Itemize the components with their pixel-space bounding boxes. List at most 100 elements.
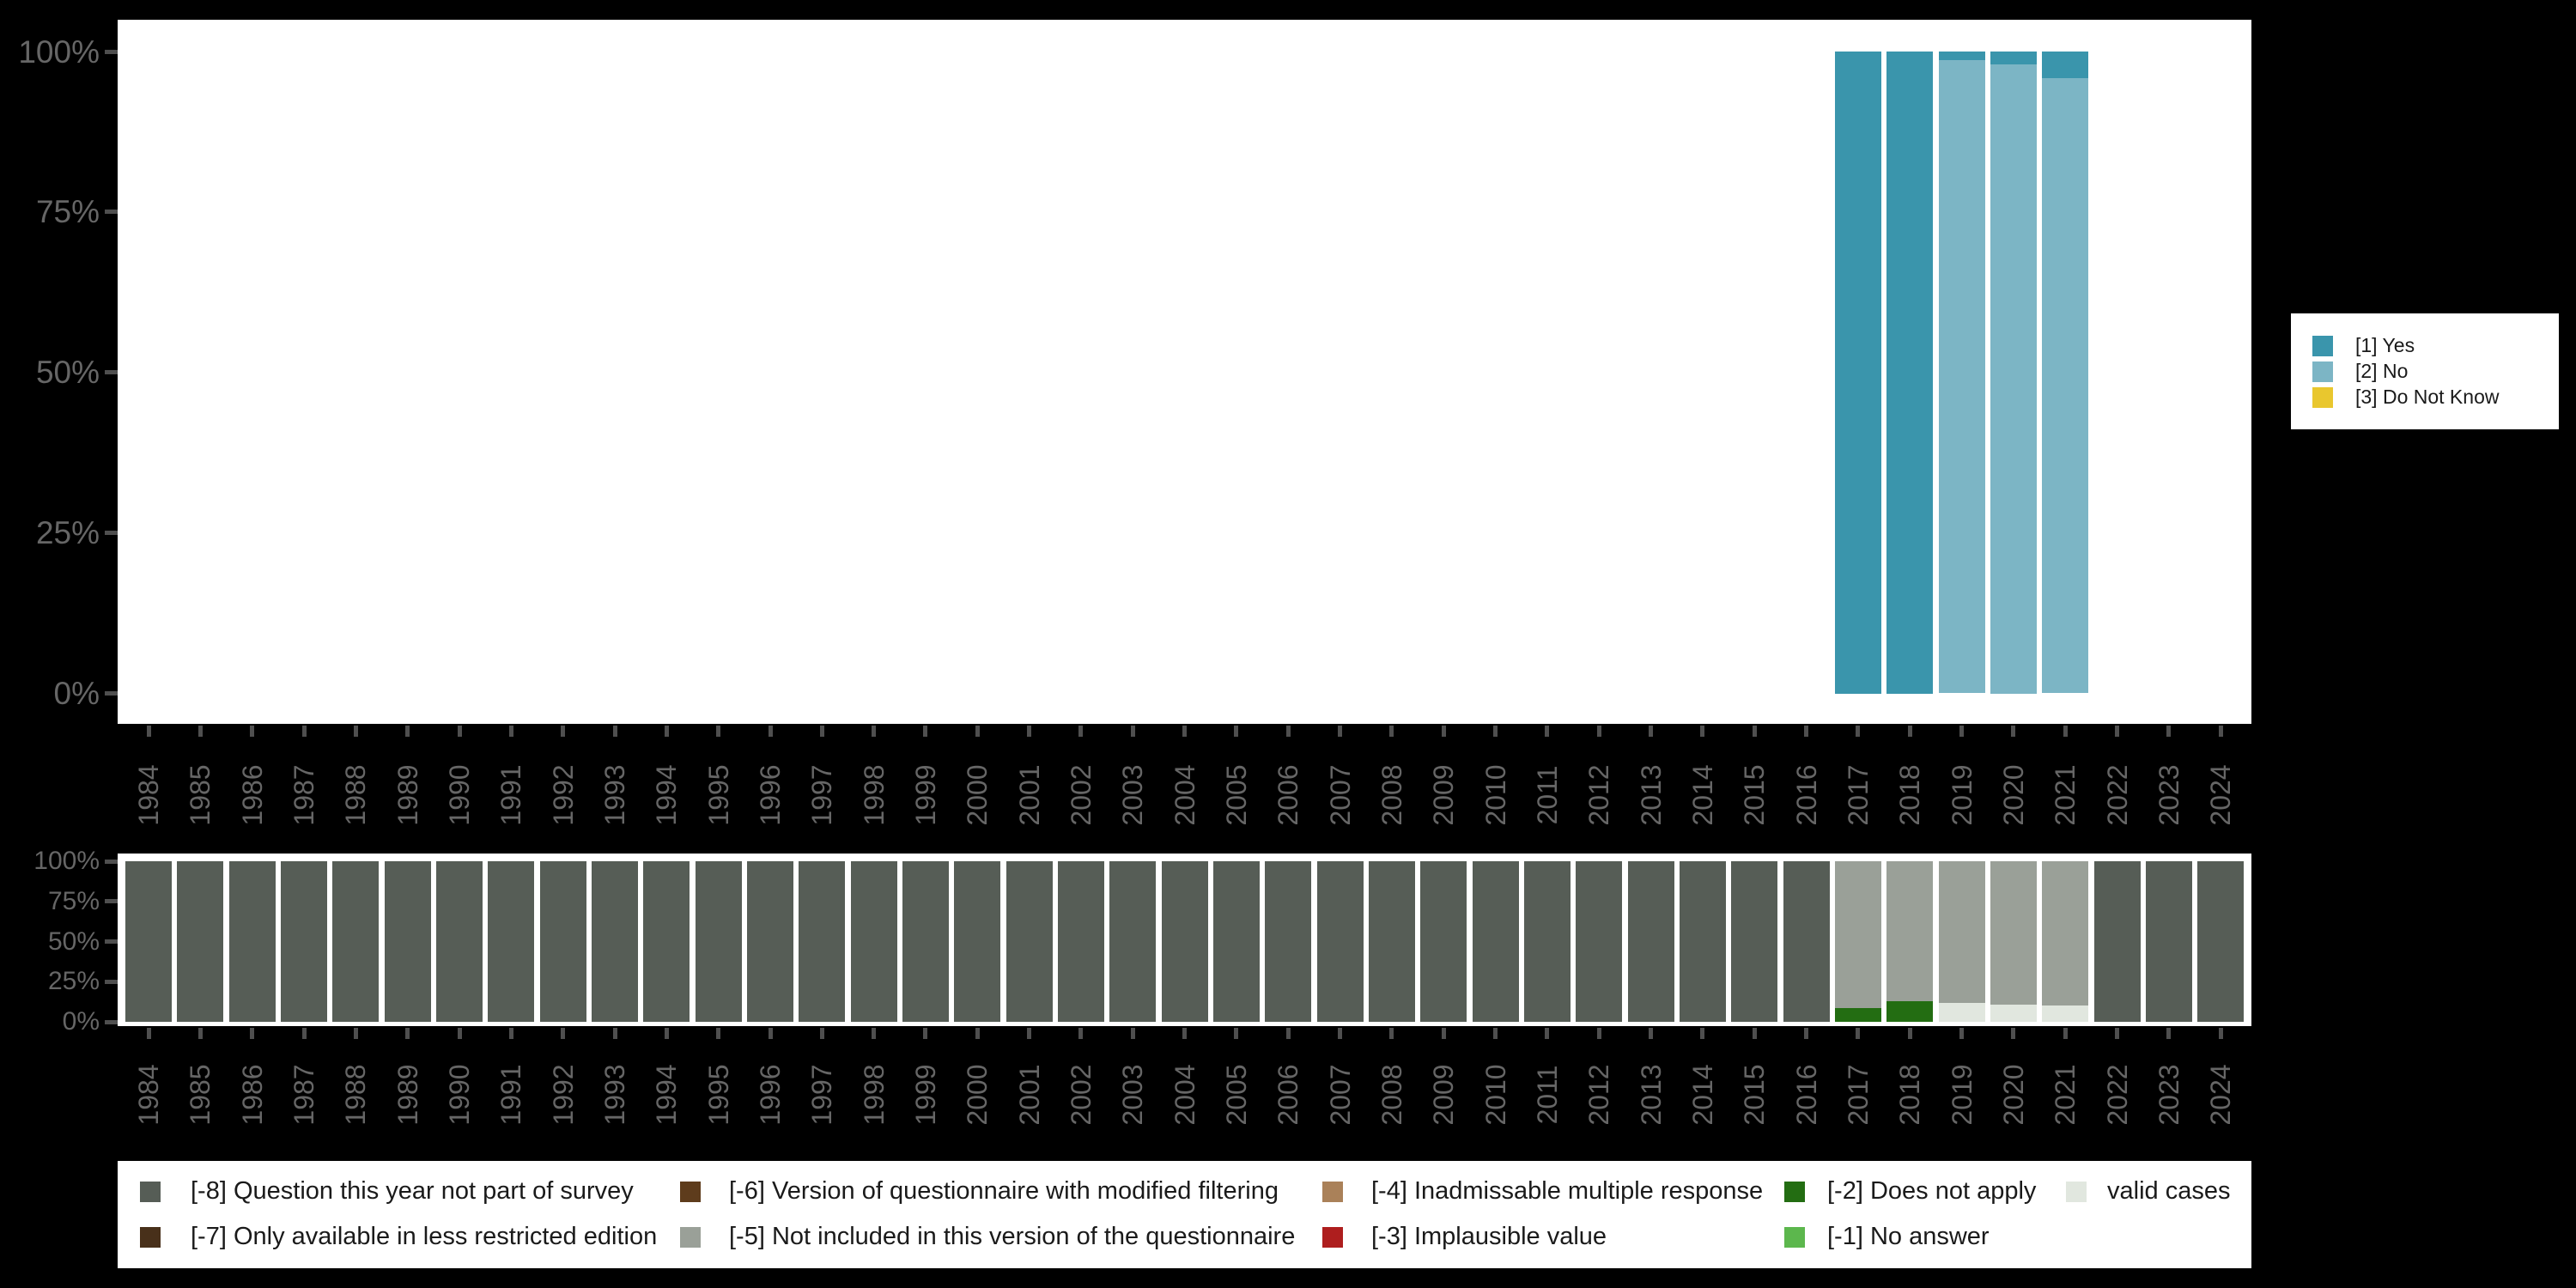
x-tick <box>716 726 721 737</box>
x-tick-label: 2000 <box>962 1064 993 1126</box>
x-tick-label: 1993 <box>599 764 630 826</box>
x-tick <box>405 1028 410 1039</box>
bar-segment-2018-1-yes <box>1886 52 1934 694</box>
x-tick <box>508 726 513 737</box>
legend-label-2-no: [2] No <box>2355 360 2409 382</box>
x-tick-label: 2016 <box>1790 764 1822 826</box>
bar-segment-2014-8-question-this-year-not-part-of-survey <box>1679 861 1726 1022</box>
x-tick <box>1596 1028 1601 1039</box>
bar-segment-2003-8-question-this-year-not-part-of-survey <box>1109 861 1157 1022</box>
x-tick-label: 2021 <box>2050 1064 2081 1126</box>
x-tick <box>1545 1028 1550 1039</box>
bar-segment-1987-8-question-this-year-not-part-of-survey <box>281 861 327 1022</box>
x-tick-label: 1986 <box>236 764 268 826</box>
x-tick <box>768 1028 773 1039</box>
x-tick <box>872 726 877 737</box>
bar-segment-2019-1-yes <box>1938 52 1985 60</box>
bar-segment-2017-5-not-included-in-this-version-of-the-questionnaire <box>1834 861 1881 1009</box>
y-tick-label: 50% <box>35 355 100 391</box>
x-tick-label: 2018 <box>1894 764 1926 826</box>
bar-segment-2010-8-question-this-year-not-part-of-survey <box>1472 861 1519 1022</box>
bar-segment-2008-8-question-this-year-not-part-of-survey <box>1368 861 1415 1022</box>
x-tick-label: 2013 <box>1635 764 1667 826</box>
x-tick-label: 2021 <box>2050 764 2081 826</box>
x-tick-label: 1984 <box>133 764 164 826</box>
x-tick <box>1907 1028 1912 1039</box>
x-tick <box>2115 726 2119 737</box>
x-tick-label: 1986 <box>236 1064 268 1126</box>
x-tick <box>1959 726 1964 737</box>
x-tick-label: 2024 <box>2205 1064 2237 1126</box>
x-tick <box>197 726 203 737</box>
x-tick <box>975 726 980 737</box>
bar-segment-2022-8-question-this-year-not-part-of-survey <box>2093 861 2141 1022</box>
x-tick-label: 2001 <box>1013 764 1045 826</box>
bar-segment-2020-valid-cases <box>1990 1005 2037 1022</box>
x-tick-label: 2023 <box>2153 764 2184 826</box>
x-tick <box>2063 1028 2068 1039</box>
bar-segment-2013-8-question-this-year-not-part-of-survey <box>1627 861 1674 1022</box>
x-tick <box>1649 1028 1654 1039</box>
legend-swatch-8-question-this-year-not-part-of-survey <box>140 1181 161 1202</box>
x-tick <box>2218 1028 2223 1039</box>
x-tick-label: 2014 <box>1686 764 1718 826</box>
x-tick-label: 2018 <box>1894 1064 1926 1126</box>
x-tick <box>457 726 462 737</box>
x-tick <box>1389 1028 1394 1039</box>
legend-swatch-7-only-available-in-less-restricted-edition <box>140 1226 161 1248</box>
x-tick-label: 2007 <box>1324 1064 1356 1126</box>
x-tick-label: 2010 <box>1479 764 1511 826</box>
y-tick <box>105 370 118 375</box>
bar-segment-2020-2-no <box>1990 64 2037 694</box>
y-tick <box>105 49 118 54</box>
bar-segment-2000-8-question-this-year-not-part-of-survey <box>954 861 1001 1022</box>
bar-segment-2007-8-question-this-year-not-part-of-survey <box>1316 861 1364 1022</box>
x-tick-label: 1990 <box>444 1064 475 1126</box>
x-tick-label: 1989 <box>392 1064 423 1126</box>
x-tick <box>1700 726 1705 737</box>
x-tick-label: 1994 <box>651 764 683 826</box>
x-tick-label: 2006 <box>1273 1064 1304 1126</box>
x-tick <box>1285 726 1291 737</box>
x-tick <box>1182 1028 1188 1039</box>
x-tick <box>716 1028 721 1039</box>
bar-segment-1999-8-question-this-year-not-part-of-survey <box>902 861 949 1022</box>
x-tick <box>1078 1028 1084 1039</box>
legend-label-3-implausible-value: [-3] Implausible value <box>1371 1223 1607 1250</box>
y-tick <box>105 210 118 215</box>
x-tick-label: 1995 <box>702 764 734 826</box>
legend-label-6-version-of-questionnaire-with-modified-filtering: [-6] Version of questionnaire with modif… <box>729 1177 1279 1205</box>
x-tick-label: 2020 <box>1997 764 2029 826</box>
bar-segment-1992-8-question-this-year-not-part-of-survey <box>539 861 586 1022</box>
y-tick-label: 100% <box>33 847 100 875</box>
x-tick-label: 1999 <box>909 764 941 826</box>
bar-segment-2006-8-question-this-year-not-part-of-survey <box>1265 861 1312 1022</box>
x-tick <box>146 726 151 737</box>
x-tick <box>1856 1028 1861 1039</box>
bar-segment-1995-8-question-this-year-not-part-of-survey <box>695 861 742 1022</box>
x-tick-label: 1990 <box>444 764 475 826</box>
bar-segment-2017-1-yes <box>1834 52 1881 694</box>
x-tick-label: 2011 <box>1531 1065 1563 1125</box>
x-tick <box>923 1028 928 1039</box>
x-tick-label: 1987 <box>289 1064 319 1126</box>
x-tick <box>1078 726 1084 737</box>
x-tick <box>1130 726 1135 737</box>
x-tick <box>1027 726 1032 737</box>
x-tick <box>1804 726 1809 737</box>
legend-swatch-3-implausible-value <box>1322 1226 1343 1248</box>
bar-segment-2016-8-question-this-year-not-part-of-survey <box>1783 861 1830 1022</box>
bar-segment-2021-2-no <box>2042 78 2089 694</box>
x-tick <box>2166 726 2172 737</box>
x-tick-label: 2009 <box>1428 764 1460 826</box>
x-tick <box>405 726 410 737</box>
x-tick <box>1182 726 1188 737</box>
bar-segment-2019-5-not-included-in-this-version-of-the-questionnaire <box>1938 861 1985 1003</box>
x-tick-label: 1985 <box>185 764 216 826</box>
bar-segment-2004-8-question-this-year-not-part-of-survey <box>1161 861 1208 1022</box>
x-tick <box>872 1028 877 1039</box>
legend-label-2-does-not-apply: [-2] Does not apply <box>1827 1177 2037 1205</box>
x-tick-label: 2006 <box>1273 764 1304 826</box>
legend-swatch-2-no <box>2312 361 2333 382</box>
bar-segment-2019-valid-cases <box>1938 1002 1985 1022</box>
